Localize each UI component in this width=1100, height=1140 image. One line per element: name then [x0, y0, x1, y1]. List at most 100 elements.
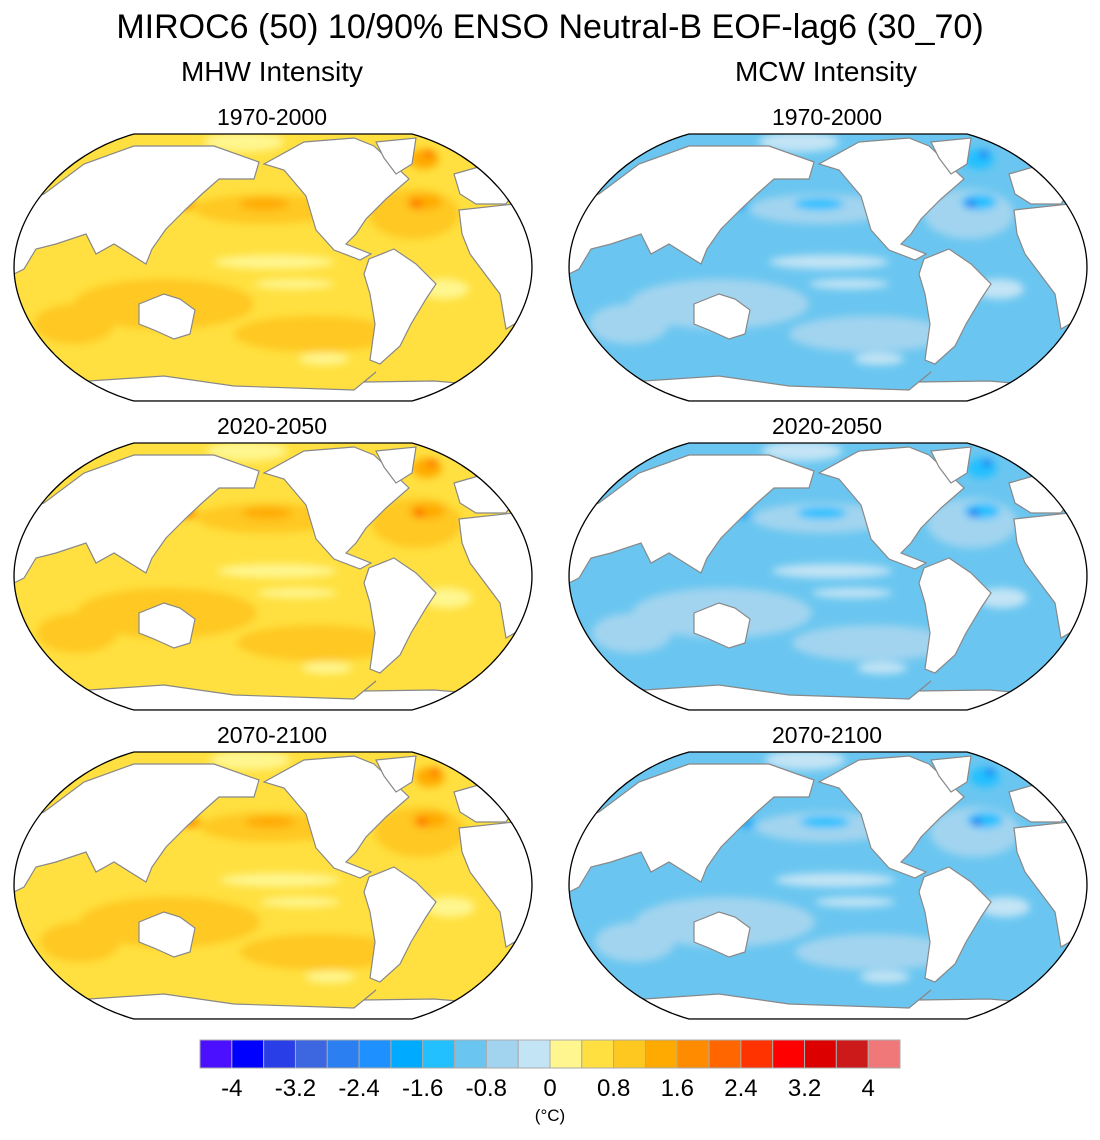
map-border — [13, 133, 533, 402]
figure-title: MIROC6 (50) 10/90% ENSO Neutral-B EOF-la… — [116, 8, 984, 46]
anomaly-region — [986, 769, 994, 775]
colorbar-tick-label: 0.8 — [596, 1075, 631, 1102]
colorbar-swatch — [422, 1039, 456, 1069]
anomaly-region — [412, 812, 448, 828]
colorbar-swatch — [708, 1039, 742, 1069]
anomaly-region — [857, 662, 907, 674]
colorbar-swatch — [740, 1039, 774, 1069]
anomaly-region — [966, 201, 976, 207]
anomaly-region — [210, 752, 290, 770]
land-greenland — [930, 446, 972, 484]
colorbar-swatch — [199, 1039, 233, 1069]
anomaly-region — [242, 507, 292, 519]
anomaly-region — [414, 510, 424, 516]
land-antarctica — [569, 989, 1087, 1019]
anomaly-region — [969, 510, 979, 516]
land-namerica — [262, 137, 410, 261]
anomaly-region — [854, 353, 904, 365]
map-panel — [13, 751, 533, 1020]
colorbar-swatch — [581, 1039, 615, 1069]
column-header-mcw: MCW Intensity — [734, 56, 918, 87]
anomaly-region — [299, 353, 349, 365]
colorbar-tick-label: -0.8 — [465, 1075, 508, 1102]
anomaly-region — [204, 134, 284, 152]
colorbar-swatch — [390, 1039, 424, 1069]
anomaly-region — [794, 198, 844, 210]
land-eurasia — [14, 763, 260, 893]
panel-title: 1970-2000 — [217, 104, 327, 130]
colorbar-swatch — [358, 1039, 392, 1069]
colorbar-swatch — [517, 1039, 551, 1069]
colorbar-swatch — [676, 1039, 710, 1069]
anomaly-region — [237, 625, 397, 661]
anomaly-region — [245, 816, 295, 828]
land-antarctica — [14, 371, 532, 401]
colorbar-swatch — [231, 1039, 265, 1069]
map-border — [568, 133, 1088, 402]
colorbar-swatch — [804, 1039, 837, 1069]
anomaly-region — [305, 971, 355, 983]
anomaly-region — [234, 316, 394, 352]
anomaly-region — [260, 897, 340, 907]
colorbar-swatch — [294, 1039, 328, 1069]
anomaly-region — [980, 897, 1030, 917]
colorbar-tick-label: 4 — [861, 1075, 875, 1102]
land-antarctica — [569, 680, 1087, 710]
anomaly-region — [34, 304, 114, 344]
anomaly-region — [812, 588, 892, 598]
map-border — [568, 442, 1088, 711]
land-eurasia — [569, 145, 815, 275]
panel-title: 2070-2100 — [772, 722, 882, 748]
land-namerica — [817, 446, 965, 570]
land-samerica — [918, 557, 992, 674]
anomaly-region — [970, 767, 1000, 787]
panel-title: 2070-2100 — [217, 722, 327, 748]
land-australia — [693, 602, 751, 649]
colorbar-tick-label: -3.2 — [274, 1075, 317, 1102]
anomaly-region — [765, 752, 845, 770]
anomaly-region — [40, 922, 120, 962]
colorbar-swatch — [835, 1039, 869, 1069]
land-namerica — [817, 137, 965, 261]
land-australia — [138, 602, 196, 649]
anomaly-region — [214, 255, 334, 269]
map-border — [568, 751, 1088, 1020]
land-greenland — [375, 446, 417, 484]
anomaly-region — [592, 613, 672, 653]
anomaly-region — [595, 922, 675, 962]
colorbar-swatch — [613, 1039, 646, 1069]
anomaly-region — [254, 279, 334, 289]
colorbar-tick-label: 1.6 — [660, 1075, 694, 1102]
anomaly-region — [972, 819, 982, 825]
land-eurasia — [14, 145, 260, 275]
anomaly-region — [980, 151, 988, 157]
land-eurasia — [14, 454, 260, 584]
colorbar-swatch — [549, 1039, 583, 1069]
anomaly-region — [302, 662, 352, 674]
anomaly-region — [792, 625, 952, 661]
colorbar-tick-label: -4 — [221, 1075, 243, 1102]
land-antarctica — [14, 989, 532, 1019]
colorbar-tick-label: -2.4 — [338, 1075, 380, 1102]
anomaly-region — [815, 897, 895, 907]
anomaly-region — [961, 194, 997, 210]
land-greenland — [375, 137, 417, 175]
land-greenland — [930, 755, 972, 793]
land-samerica — [363, 248, 437, 365]
colorbar — [199, 1039, 901, 1069]
land-australia — [693, 911, 751, 958]
colorbar-tick-label: 3.2 — [787, 1075, 822, 1102]
colorbar-swatch — [644, 1039, 678, 1069]
anomaly-region — [967, 812, 1003, 828]
anomaly-region — [428, 460, 436, 466]
colorbar-swatch — [867, 1039, 901, 1069]
land-namerica — [262, 755, 410, 879]
map-panel — [13, 133, 533, 402]
panel-title: 2020-2050 — [217, 413, 327, 439]
anomaly-region — [417, 819, 427, 825]
colorbar-tick-label: 2.4 — [724, 1075, 758, 1102]
anomaly-region — [406, 194, 442, 210]
anomaly-region — [589, 304, 669, 344]
anomaly-region — [425, 151, 433, 157]
land-eurasia — [569, 763, 815, 893]
